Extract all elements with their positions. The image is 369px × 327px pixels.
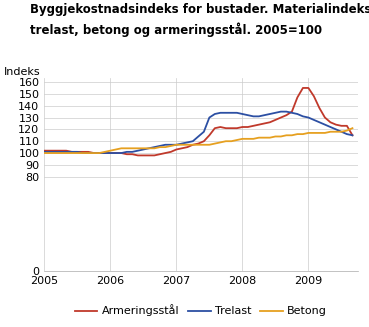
Betong bbox=[257, 136, 261, 140]
Betong bbox=[174, 143, 179, 147]
Betong bbox=[251, 137, 256, 141]
Armeringsstål bbox=[53, 149, 58, 153]
Trelast bbox=[80, 151, 85, 155]
Line: Trelast: Trelast bbox=[44, 112, 352, 153]
Trelast bbox=[262, 113, 266, 117]
Armeringsstål bbox=[125, 152, 129, 156]
Armeringsstål bbox=[301, 86, 305, 90]
Armeringsstål bbox=[180, 146, 184, 150]
Trelast bbox=[42, 150, 46, 154]
Armeringsstål bbox=[42, 149, 46, 153]
Trelast bbox=[279, 110, 283, 113]
Armeringsstål bbox=[59, 149, 63, 153]
Trelast bbox=[130, 150, 135, 154]
Trelast bbox=[53, 150, 58, 154]
Trelast bbox=[350, 133, 355, 137]
Text: Indeks: Indeks bbox=[4, 67, 40, 77]
Betong bbox=[350, 126, 355, 130]
Line: Armeringsstål: Armeringsstål bbox=[44, 88, 352, 155]
Trelast bbox=[180, 142, 184, 146]
Betong bbox=[42, 151, 46, 155]
Armeringsstål bbox=[350, 133, 355, 137]
Legend: Armeringsstål, Trelast, Betong: Armeringsstål, Trelast, Betong bbox=[71, 300, 331, 321]
Betong bbox=[59, 151, 63, 155]
Trelast bbox=[257, 114, 261, 118]
Trelast bbox=[59, 150, 63, 154]
Text: Byggjekostnadsindeks for bustader. Materialindeksar for: Byggjekostnadsindeks for bustader. Mater… bbox=[30, 3, 369, 16]
Armeringsstål bbox=[136, 153, 140, 157]
Betong bbox=[53, 151, 58, 155]
Armeringsstål bbox=[262, 122, 266, 126]
Line: Betong: Betong bbox=[44, 128, 352, 153]
Betong bbox=[125, 146, 129, 150]
Text: trelast, betong og armeringsstål. 2005=100: trelast, betong og armeringsstål. 2005=1… bbox=[30, 23, 322, 38]
Armeringsstål bbox=[257, 123, 261, 127]
